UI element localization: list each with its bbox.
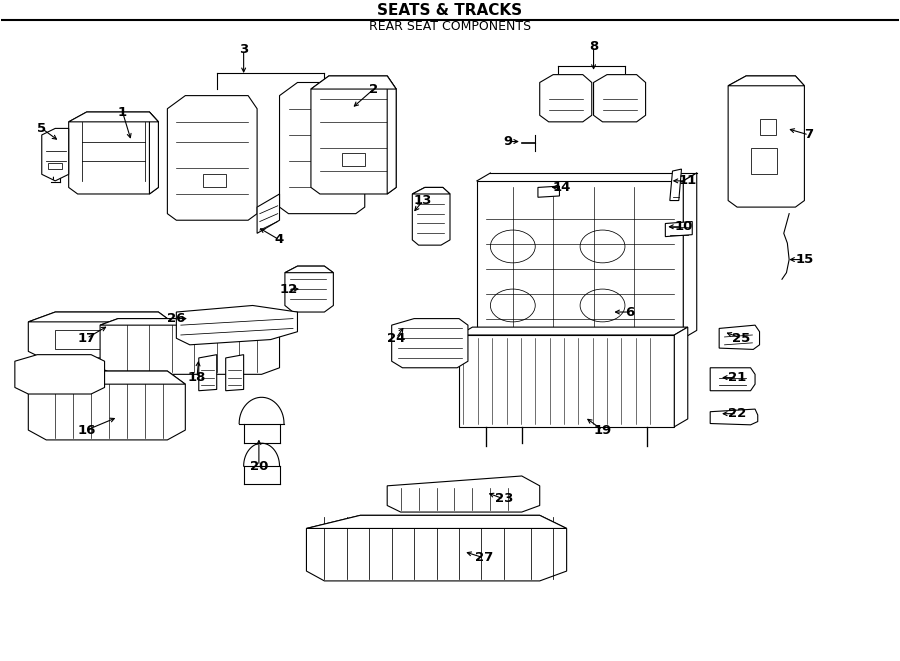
Polygon shape <box>149 112 158 194</box>
Text: 2: 2 <box>369 83 378 96</box>
Polygon shape <box>285 266 333 273</box>
Text: 6: 6 <box>625 305 634 319</box>
Polygon shape <box>28 312 172 322</box>
Polygon shape <box>257 194 280 233</box>
Text: 27: 27 <box>475 551 493 564</box>
Polygon shape <box>670 169 681 200</box>
FancyBboxPatch shape <box>203 175 226 188</box>
Polygon shape <box>28 312 172 358</box>
Polygon shape <box>41 128 68 181</box>
FancyBboxPatch shape <box>310 168 333 181</box>
FancyBboxPatch shape <box>342 153 364 167</box>
Text: 23: 23 <box>495 492 513 506</box>
Text: REAR SEAT COMPONENTS: REAR SEAT COMPONENTS <box>369 20 531 33</box>
Text: 17: 17 <box>77 332 95 345</box>
Polygon shape <box>280 83 364 214</box>
Text: 15: 15 <box>796 253 814 266</box>
Text: SEATS & TRACKS: SEATS & TRACKS <box>377 3 523 18</box>
Text: 1: 1 <box>118 106 127 118</box>
FancyBboxPatch shape <box>760 118 776 135</box>
Polygon shape <box>387 476 540 512</box>
Polygon shape <box>665 221 692 237</box>
Polygon shape <box>306 516 567 528</box>
Polygon shape <box>728 76 805 86</box>
Text: 26: 26 <box>167 312 185 325</box>
Polygon shape <box>392 319 468 368</box>
Text: 8: 8 <box>589 40 598 53</box>
Text: 20: 20 <box>249 459 268 473</box>
Polygon shape <box>285 266 333 312</box>
Text: 18: 18 <box>188 371 206 384</box>
Text: 4: 4 <box>274 233 284 247</box>
Polygon shape <box>710 409 758 425</box>
Polygon shape <box>28 371 185 440</box>
Text: 16: 16 <box>77 424 95 436</box>
Polygon shape <box>306 516 567 581</box>
Polygon shape <box>167 96 257 220</box>
Polygon shape <box>459 327 688 335</box>
Polygon shape <box>100 319 280 374</box>
Polygon shape <box>477 181 683 338</box>
Polygon shape <box>28 371 185 384</box>
Text: 13: 13 <box>414 194 432 207</box>
Polygon shape <box>710 368 755 391</box>
Polygon shape <box>68 112 158 122</box>
Polygon shape <box>674 327 688 427</box>
Polygon shape <box>594 75 645 122</box>
Polygon shape <box>310 76 396 194</box>
Polygon shape <box>728 76 805 207</box>
Text: 9: 9 <box>504 135 513 148</box>
Text: 10: 10 <box>674 220 692 233</box>
Polygon shape <box>412 188 450 194</box>
Polygon shape <box>68 112 158 194</box>
Polygon shape <box>683 173 697 338</box>
Polygon shape <box>540 75 592 122</box>
FancyBboxPatch shape <box>55 330 109 350</box>
Text: 25: 25 <box>733 332 751 345</box>
Text: 21: 21 <box>728 371 746 384</box>
Text: 19: 19 <box>593 424 612 436</box>
Text: 7: 7 <box>805 128 814 141</box>
Text: 11: 11 <box>679 175 697 187</box>
Polygon shape <box>719 325 760 350</box>
Polygon shape <box>176 305 298 345</box>
Polygon shape <box>226 355 244 391</box>
FancyBboxPatch shape <box>48 163 61 169</box>
Polygon shape <box>412 188 450 245</box>
FancyBboxPatch shape <box>751 148 778 175</box>
Polygon shape <box>538 186 560 197</box>
Polygon shape <box>199 355 217 391</box>
Text: 5: 5 <box>37 122 46 135</box>
Text: 24: 24 <box>387 332 405 345</box>
Polygon shape <box>387 76 396 194</box>
Text: 3: 3 <box>239 43 248 56</box>
Text: 22: 22 <box>728 407 746 420</box>
Polygon shape <box>310 76 396 89</box>
Polygon shape <box>459 335 674 427</box>
Polygon shape <box>14 355 104 394</box>
Polygon shape <box>100 319 280 325</box>
Text: 14: 14 <box>553 181 572 194</box>
Text: 12: 12 <box>279 282 298 295</box>
